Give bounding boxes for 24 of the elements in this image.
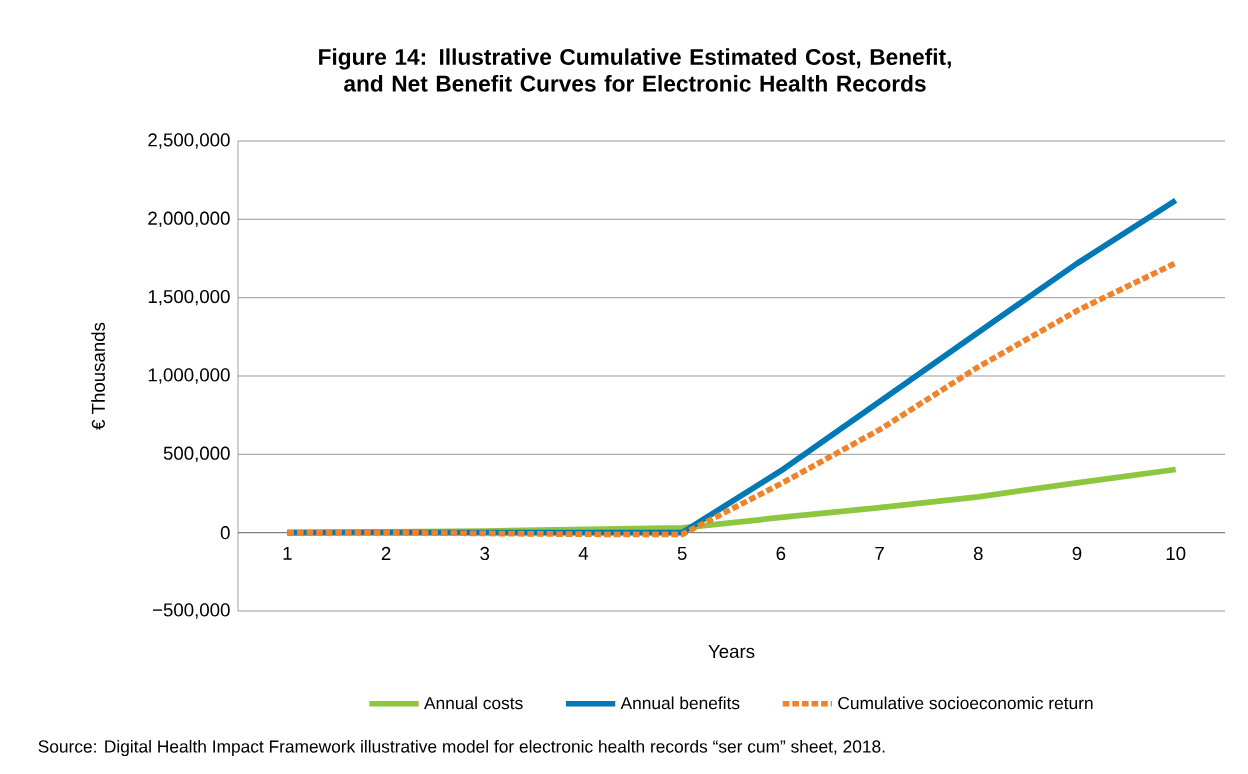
y-axis-title: € Thousands: [91, 322, 105, 430]
x-tick-label: 3: [480, 546, 490, 561]
x-tick-label: 9: [1072, 546, 1082, 561]
y-tick-label: −500,000: [152, 603, 230, 619]
y-tick-label: 1,000,000: [148, 368, 230, 384]
x-tick-label: 8: [973, 546, 983, 561]
x-tick-label: 2: [381, 546, 391, 560]
legend-label: Cumulative socioeconomic return: [838, 696, 1093, 710]
legend-label: Annual benefits: [620, 696, 740, 710]
x-tick-label: 1: [283, 546, 292, 560]
x-tick-label: 7: [875, 546, 884, 560]
y-tick-label: 1,500,000: [148, 289, 230, 306]
x-axis-title: Years: [708, 645, 755, 659]
x-tick-label: 5: [677, 546, 687, 560]
source-note: Source: Digital Health Impact Framework illustrative model for electronic health records “ser cum” sheet, 2018.: [38, 739, 885, 757]
y-tick-label: 0: [220, 526, 230, 540]
x-tick-label: 10: [1166, 546, 1186, 561]
x-tick-label: 4: [578, 546, 589, 560]
y-tick-label: 2,000,000: [148, 211, 230, 228]
legend-label: Annual costs: [424, 696, 523, 710]
y-tick-label: 2,500,000: [148, 133, 230, 149]
x-tick-label: 6: [776, 546, 786, 561]
y-tick-label: 500,000: [163, 446, 230, 463]
chart-title: Figure 14: Illustrative Cumulative Estimated Cost, Benefit, and Net Benefit Curves for Electronic Health Records: [319, 48, 951, 92]
